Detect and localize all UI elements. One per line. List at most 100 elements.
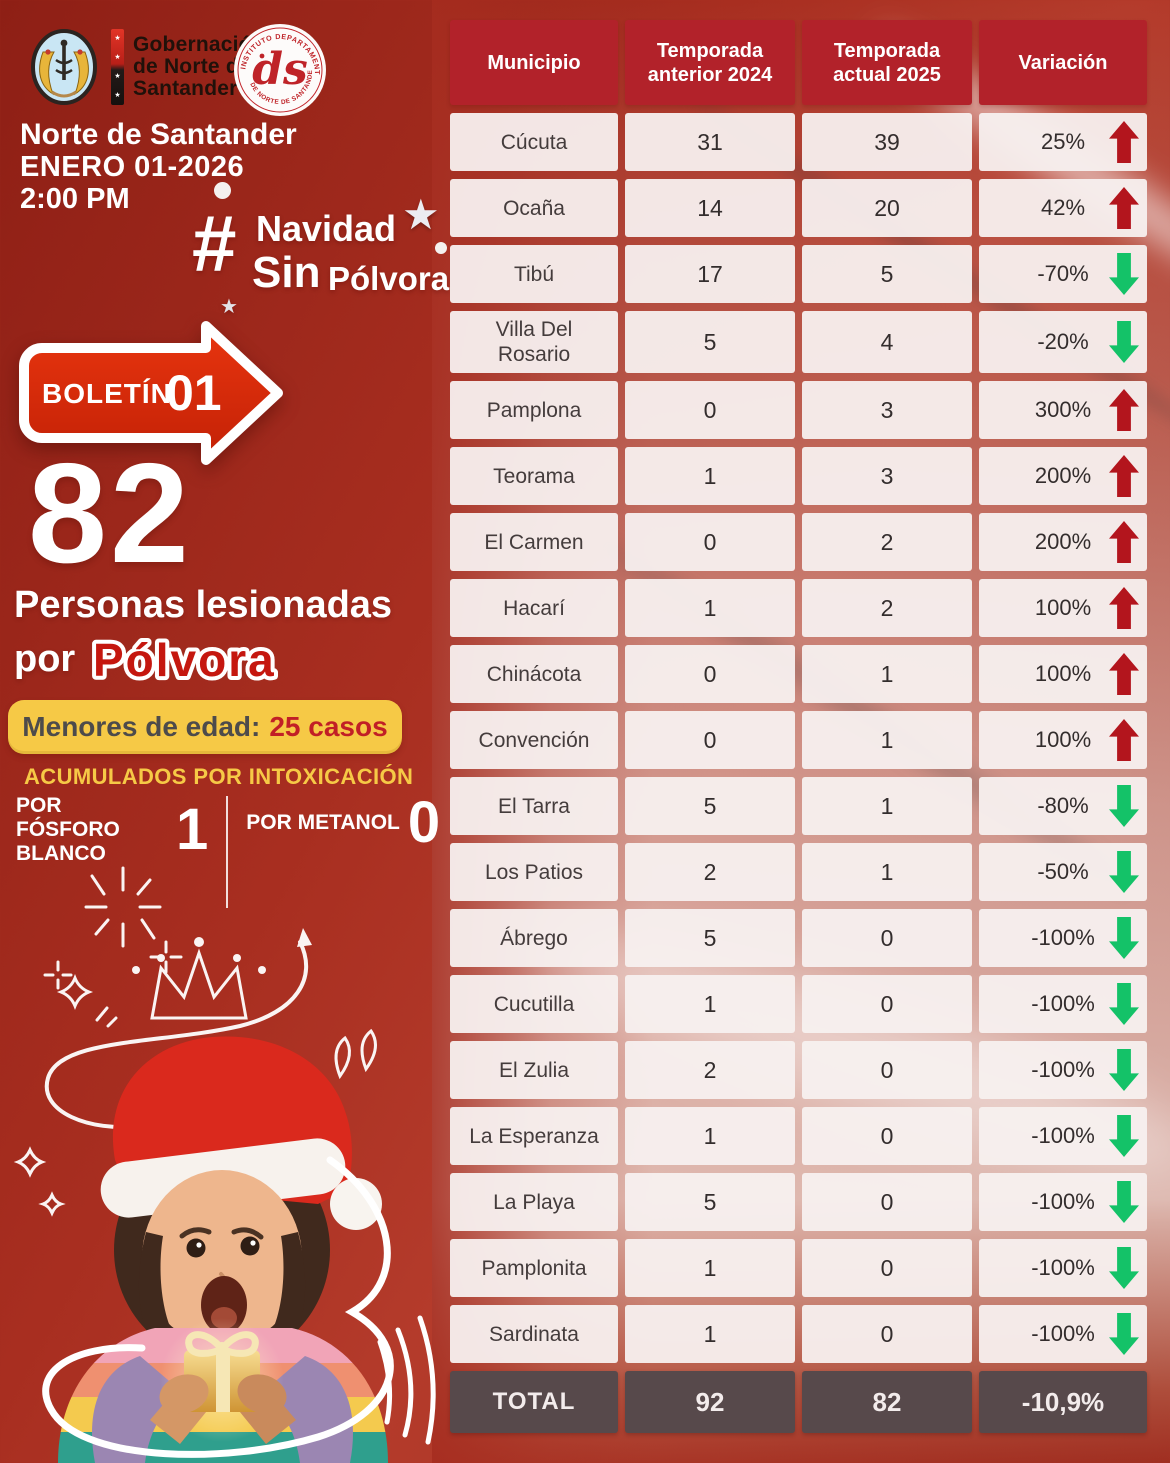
actual-cell: 0 — [802, 1041, 972, 1099]
anterior-cell: 0 — [625, 381, 795, 439]
total-anterior: 92 — [625, 1371, 795, 1433]
actual-cell: 4 — [802, 311, 972, 373]
actual-cell: 0 — [802, 1107, 972, 1165]
actual-cell: 2 — [802, 579, 972, 637]
variacion-cell: -80% — [979, 777, 1147, 835]
table-row: Cúcuta 31 39 25% — [450, 113, 1147, 171]
variacion-cell: -50% — [979, 843, 1147, 901]
hashtag-word-sin: Sin — [252, 248, 321, 297]
variacion-cell: -100% — [979, 909, 1147, 967]
table-row: El Carmen 0 2 200% — [450, 513, 1147, 571]
variation-value: 300% — [1034, 397, 1092, 422]
flag-strip-icon: ★ ★ ★ ★ — [111, 29, 124, 105]
table-row: Sardinata 1 0 -100% — [450, 1305, 1147, 1363]
actual-cell: 1 — [802, 843, 972, 901]
actual-cell: 0 — [802, 1239, 972, 1297]
trend-arrow-icon — [1109, 253, 1139, 295]
trend-arrow-icon — [1109, 983, 1139, 1025]
gobernacion-line: de Norte de — [133, 55, 251, 78]
trend-arrow-icon — [1109, 851, 1139, 893]
municipio-cell: La Esperanza — [450, 1107, 618, 1165]
report-location: Norte de Santander — [20, 118, 297, 151]
anterior-cell: 31 — [625, 113, 795, 171]
actual-cell: 1 — [802, 645, 972, 703]
bulletin-label: BOLETÍN — [42, 378, 172, 409]
report-date: ENERO 01-2026 — [20, 151, 245, 183]
trend-arrow-icon — [1109, 187, 1139, 229]
anterior-cell: 0 — [625, 645, 795, 703]
trend-arrow-icon — [1109, 587, 1139, 629]
anterior-cell: 0 — [625, 711, 795, 769]
minors-value: 25 casos — [269, 711, 388, 742]
trend-arrow-icon — [1109, 121, 1139, 163]
variation-value: 100% — [1034, 661, 1092, 686]
total-variacion: -10,9% — [979, 1371, 1147, 1433]
coat-of-arms-icon — [31, 29, 97, 105]
table-row: Villa Del Rosario 5 4 -20% — [450, 311, 1147, 373]
report-time: 2:00 PM — [20, 183, 130, 215]
gobernacion-logo: ★ ★ ★ ★ Gobernación de Norte de Santander — [26, 26, 265, 108]
table-row: Convención 0 1 100% — [450, 711, 1147, 769]
col-header-temporada-actual: Temporada actual 2025 — [802, 20, 972, 105]
municipio-cell: Tibú — [450, 245, 618, 303]
star-icon: ★ — [402, 191, 440, 238]
injuries-by-municipality-table: Municipio Temporada anterior 2024 Tempor… — [450, 20, 1147, 1433]
actual-cell: 0 — [802, 1305, 972, 1363]
municipio-cell: Hacarí — [450, 579, 618, 637]
anterior-cell: 5 — [625, 1173, 795, 1231]
actual-cell: 3 — [802, 381, 972, 439]
ids-health-institute-logo: INSTITUTO DEPARTAMENTAL DE SALUD DE NORT… — [229, 15, 328, 118]
variacion-cell: 100% — [979, 579, 1147, 637]
actual-cell: 1 — [802, 777, 972, 835]
variation-value: 200% — [1034, 529, 1092, 554]
table-row: Ocaña 14 20 42% — [450, 179, 1147, 237]
table-row: La Esperanza 1 0 -100% — [450, 1107, 1147, 1165]
municipio-cell: Convención — [450, 711, 618, 769]
campaign-hashtag: # Navidad Sin Pólvora ★ ★ — [192, 182, 449, 318]
trend-arrow-icon — [1109, 1181, 1139, 1223]
variation-value: -100% — [1031, 1189, 1095, 1214]
table-body: Cúcuta 31 39 25% Ocaña 14 20 42% Tibú 17… — [450, 113, 1147, 1363]
trend-arrow-icon — [1109, 1313, 1139, 1355]
divider — [226, 796, 229, 908]
municipio-cell: Teorama — [450, 447, 618, 505]
actual-cell: 3 — [802, 447, 972, 505]
variation-value: 100% — [1034, 727, 1092, 752]
total-label: TOTAL — [450, 1371, 618, 1433]
anterior-cell: 1 — [625, 579, 795, 637]
trend-arrow-icon — [1109, 653, 1139, 695]
trend-arrow-icon — [1109, 917, 1139, 959]
variacion-cell: 25% — [979, 113, 1147, 171]
variation-value: -100% — [1031, 991, 1095, 1016]
variacion-cell: -20% — [979, 311, 1147, 373]
variation-value: -100% — [1031, 1057, 1095, 1082]
child-photo-illustration — [13, 866, 436, 1463]
total-actual: 82 — [802, 1371, 972, 1433]
actual-cell: 5 — [802, 245, 972, 303]
phosphorus-value: 1 — [176, 797, 209, 862]
variation-value: -20% — [1037, 329, 1089, 354]
variacion-cell: -100% — [979, 1305, 1147, 1363]
methanol-label: POR METANOL — [246, 811, 400, 834]
trend-arrow-icon — [1109, 455, 1139, 497]
municipio-cell: Cucutilla — [450, 975, 618, 1033]
phosphorus-label: POR FÓSFORO BLANCO — [16, 794, 120, 865]
variation-value: -70% — [1037, 261, 1089, 286]
municipio-cell: El Zulia — [450, 1041, 618, 1099]
table-row: Pamplona 0 3 300% — [450, 381, 1147, 439]
anterior-cell: 5 — [625, 909, 795, 967]
por-text: por — [14, 637, 76, 680]
variacion-cell: 100% — [979, 711, 1147, 769]
variation-value: 25% — [1040, 129, 1086, 154]
variacion-cell: 200% — [979, 447, 1147, 505]
anterior-cell: 2 — [625, 843, 795, 901]
phosphorus-stat: POR FÓSFORO BLANCO 1 — [16, 794, 208, 866]
table-row: Pamplonita 1 0 -100% — [450, 1239, 1147, 1297]
municipio-cell: Ábrego — [450, 909, 618, 967]
anterior-cell: 5 — [625, 311, 795, 373]
variacion-cell: 100% — [979, 645, 1147, 703]
chalk-doodles-icon — [13, 866, 377, 1217]
table-row: Teorama 1 3 200% — [450, 447, 1147, 505]
col-header-variacion: Variación — [979, 20, 1147, 105]
